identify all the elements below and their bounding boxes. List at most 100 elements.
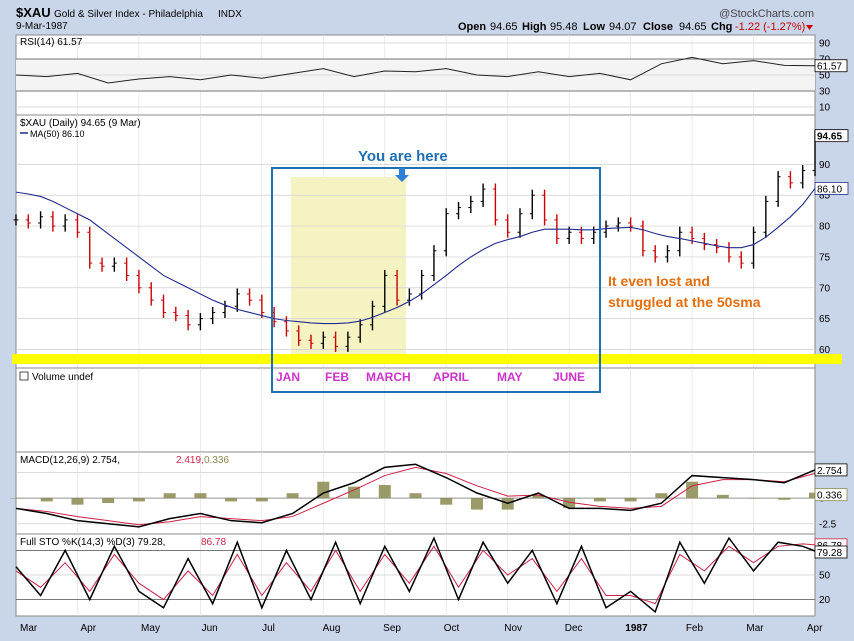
close-value: 94.65 bbox=[679, 21, 707, 33]
low-label: Low bbox=[583, 21, 605, 33]
price-tick-label: 80 bbox=[819, 222, 831, 233]
ma-value-box bbox=[814, 182, 849, 195]
x-axis-label: Sep bbox=[383, 623, 401, 634]
month-annotation-label: JUNE bbox=[553, 370, 585, 384]
macd-value-box bbox=[814, 463, 848, 477]
macd-histogram-bar bbox=[716, 494, 729, 499]
x-axis-label: Apr bbox=[807, 623, 823, 634]
annotation-box bbox=[271, 167, 601, 393]
last-price-label: 94.65 bbox=[817, 132, 842, 143]
high-label: High bbox=[522, 21, 547, 33]
macd-histogram-bar bbox=[317, 481, 330, 499]
month-annotation-label: MAY bbox=[497, 370, 523, 384]
last-price-box bbox=[814, 129, 849, 143]
sto-d-label: 86.78 bbox=[201, 537, 226, 548]
macd-value-label: 2.754 bbox=[817, 466, 842, 477]
low-value: 94.07 bbox=[609, 21, 637, 33]
price-tick-label: 75 bbox=[819, 252, 831, 263]
panel-background bbox=[15, 367, 816, 453]
x-axis-label: Apr bbox=[81, 623, 97, 634]
price-tick-label: 65 bbox=[819, 314, 831, 325]
rsi-title: RSI(14) 61.57 bbox=[20, 37, 83, 48]
ma-legend-label: MA(50) 86.10 bbox=[30, 129, 85, 139]
month-annotation-label: APRIL bbox=[433, 370, 469, 384]
watermark: @StockCharts.com bbox=[719, 8, 814, 20]
ohlc-readout: Open 94.65 High 95.48 Low 94.07 Close 94… bbox=[458, 21, 813, 33]
price-tick-label: 90 bbox=[819, 160, 831, 171]
macd-histogram-bar bbox=[624, 498, 637, 502]
x-axis-label: Dec bbox=[565, 623, 583, 634]
macd-histogram-bar bbox=[194, 493, 207, 499]
sto-title: Full STO %K(14,3) %D(3) 79.28, bbox=[20, 537, 165, 548]
x-axis-label: 1987 bbox=[625, 623, 648, 634]
macd-histogram-bar bbox=[10, 498, 22, 499]
x-axis-label: Feb bbox=[686, 623, 704, 634]
chart-exchange: INDX bbox=[218, 9, 242, 20]
lost-annotation-line2: struggled at the 50sma bbox=[608, 294, 761, 310]
down-arrow-icon bbox=[395, 168, 409, 182]
chart-name: Gold & Silver Index - Philadelphia bbox=[54, 9, 203, 20]
sto-tick-label: 50 bbox=[819, 571, 831, 582]
macd-histogram-bar bbox=[778, 498, 791, 500]
close-label: Close bbox=[643, 21, 673, 33]
high-value: 95.48 bbox=[550, 21, 578, 33]
macd-hist-value-box bbox=[814, 488, 848, 502]
macd-histogram-bar bbox=[686, 481, 699, 499]
x-axis-label: Jul bbox=[262, 623, 275, 634]
price-tick-label: 70 bbox=[819, 283, 831, 294]
macd-histogram-bar bbox=[225, 498, 238, 502]
macd-signal-label: 2.419, bbox=[176, 455, 204, 466]
open-value: 94.65 bbox=[490, 21, 518, 33]
sto-tick-label: 20 bbox=[819, 595, 831, 606]
macd-histogram-bar bbox=[409, 493, 422, 499]
macd-histogram-bar bbox=[71, 498, 84, 505]
rsi-value-box bbox=[814, 59, 848, 73]
lost-annotation-line1: It even lost and bbox=[608, 273, 710, 289]
volume-panel: Volume undef bbox=[15, 367, 816, 453]
support-highlight-bar bbox=[12, 354, 842, 364]
macd-histogram-bar bbox=[378, 485, 391, 499]
macd-tick-label: -2.5 bbox=[819, 519, 837, 530]
ma-value-label: 86.10 bbox=[817, 184, 842, 195]
x-axis-label: Mar bbox=[20, 623, 38, 634]
rsi-tick-label: 30 bbox=[819, 87, 831, 98]
rsi-value-label: 61.57 bbox=[817, 62, 842, 73]
open-label: Open bbox=[458, 21, 486, 33]
macd-histogram-bar bbox=[655, 493, 668, 499]
macd-histogram-bar bbox=[163, 493, 176, 499]
macd-histogram-bar bbox=[255, 498, 268, 502]
month-annotation-label: FEB bbox=[325, 370, 349, 384]
macd-histogram-bar bbox=[102, 498, 115, 504]
month-annotation-label: JAN bbox=[276, 370, 300, 384]
macd-histogram-bar bbox=[532, 494, 545, 499]
chart-date: 9-Mar-1987 bbox=[16, 21, 68, 32]
rsi-tick-label: 50 bbox=[819, 71, 831, 82]
x-axis-label: Jun bbox=[202, 623, 218, 634]
macd-histogram-bar bbox=[593, 498, 606, 502]
sto-panel: 805020Full STO %K(14,3) %D(3) 79.28,86.7… bbox=[15, 533, 848, 617]
macd-line bbox=[15, 463, 816, 528]
price-tick-label: 60 bbox=[819, 345, 831, 356]
x-axis-label: Aug bbox=[323, 623, 341, 634]
x-axis-label: Mar bbox=[746, 623, 764, 634]
rsi-line bbox=[15, 56, 816, 84]
price-tick-label: 85 bbox=[819, 191, 831, 202]
macd-histogram-bar bbox=[440, 498, 453, 505]
rsi-tick-label: 10 bbox=[819, 103, 831, 114]
volume-legend-swatch bbox=[19, 371, 29, 381]
macd-histogram-bar bbox=[563, 498, 576, 508]
sto-k-line bbox=[15, 536, 816, 614]
sto-k-value-label: 79.28 bbox=[817, 548, 842, 559]
chg-value: -1.22 (-1.27%) bbox=[735, 21, 805, 33]
annotation-overlay: You are here JAN FEB MARCH APRIL MAY JUNE It ev… bbox=[271, 148, 761, 393]
price-panel: 90 85 80 75 70 65 60 $XAU (Daily) 94.65 (9 Mar)… bbox=[12, 114, 849, 369]
sto-k-value-box bbox=[814, 545, 848, 559]
panel-background bbox=[15, 114, 816, 369]
macd-histogram-bar bbox=[132, 498, 145, 502]
x-axis-label: Nov bbox=[504, 623, 522, 634]
macd-histogram-bar bbox=[470, 498, 483, 510]
price-title: $XAU (Daily) 94.65 (9 Mar) bbox=[20, 118, 141, 129]
